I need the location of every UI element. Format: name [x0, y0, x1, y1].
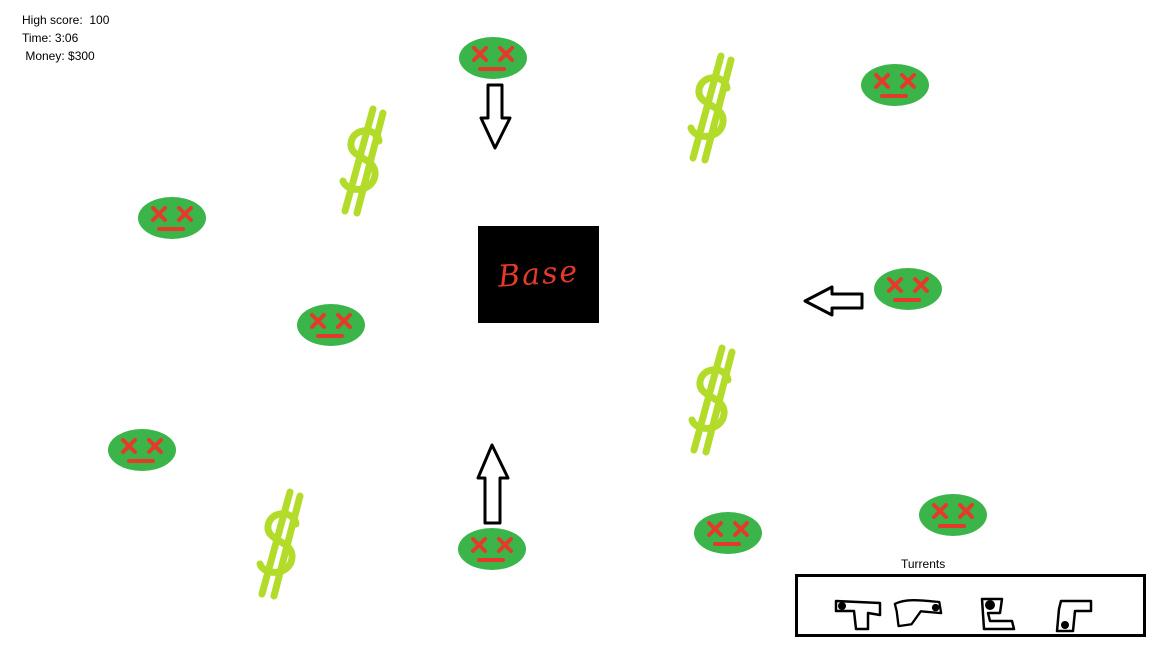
money-text: Money: $300 [22, 49, 95, 63]
turret-shop-panel [795, 574, 1146, 637]
money-pickup-icon[interactable] [676, 342, 746, 457]
base[interactable]: Base [478, 226, 599, 323]
enemy[interactable] [693, 511, 763, 555]
enemy[interactable] [107, 428, 177, 472]
enemy[interactable] [873, 267, 943, 311]
arrow-up-icon [476, 443, 510, 525]
money-pickup-icon[interactable] [244, 486, 314, 601]
enemy[interactable] [296, 303, 366, 347]
enemy[interactable] [860, 63, 930, 107]
cannon-turret-icon[interactable] [832, 595, 882, 635]
enemy[interactable] [137, 196, 207, 240]
arrow-left-icon [803, 285, 864, 317]
boot-turret-icon[interactable] [976, 595, 1026, 635]
enemy[interactable] [457, 527, 527, 571]
arrow-down-icon [479, 83, 512, 150]
base-label: Base [496, 254, 581, 295]
money-pickup-icon[interactable] [675, 50, 745, 165]
time-text: Time: 3:06 [22, 31, 79, 45]
money-pickup-icon[interactable] [327, 103, 397, 218]
turret-shop-title: Turrents [901, 557, 946, 571]
hud: High score: 100 Time: 3:06 Money: $300 [22, 11, 109, 65]
enemy[interactable] [458, 36, 528, 80]
l-turret-icon[interactable] [1051, 595, 1101, 635]
enemy[interactable] [918, 493, 988, 537]
high-score-text: High score: 100 [22, 13, 110, 27]
twin-gun-turret-icon[interactable] [893, 595, 943, 635]
